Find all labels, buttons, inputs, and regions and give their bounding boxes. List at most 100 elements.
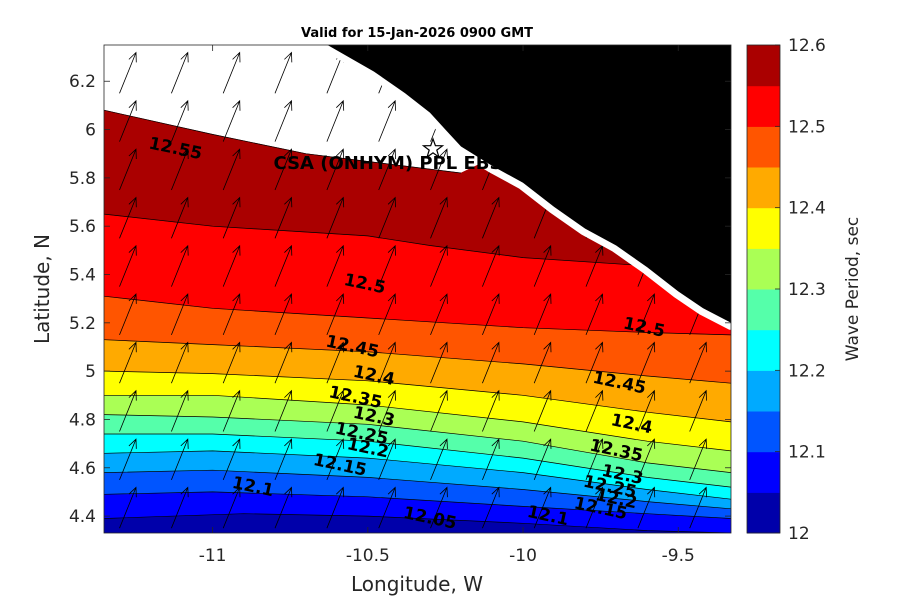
wave-arrow-0 xyxy=(119,486,137,529)
colorbar-tick-label-5: 12.5 xyxy=(788,117,826,137)
contour-line-12.15 xyxy=(104,469,731,510)
colorbar-swatch-11 xyxy=(747,45,780,87)
y-tick-label-3: 5 xyxy=(85,362,96,382)
wave-arrow-109 xyxy=(378,99,396,142)
wave-arrow-105 xyxy=(171,99,189,142)
site-star-icon xyxy=(421,137,445,159)
wave-arrow-32 xyxy=(430,389,448,432)
wave-arrow-55 xyxy=(274,293,293,336)
wave-arrow-1 xyxy=(171,486,189,529)
wave-arrow-15 xyxy=(222,438,241,481)
wave-arrow-62 xyxy=(637,293,656,336)
colorbar-swatch-8 xyxy=(747,167,780,209)
colorbar-tick-label-3: 12.3 xyxy=(788,280,826,300)
y-tick-label-4: 5.2 xyxy=(69,314,96,334)
wave-arrow-54 xyxy=(222,293,241,336)
wave-arrow-18 xyxy=(378,438,396,481)
wave-arrow-10 xyxy=(637,486,656,529)
wave-arrow-16 xyxy=(274,438,293,481)
wave-arrow-72 xyxy=(482,244,500,287)
y-tick-label-7: 5.8 xyxy=(69,169,96,189)
wave-arrow-60 xyxy=(533,293,552,336)
wave-arrow-84 xyxy=(430,196,448,239)
wave-arrow-80 xyxy=(222,196,241,239)
y-tick-label-2: 4.8 xyxy=(69,410,96,430)
y-tick-label-1: 4.6 xyxy=(69,459,96,479)
wave-arrow-2 xyxy=(222,486,241,529)
wave-arrow-119 xyxy=(222,51,241,94)
wave-arrow-79 xyxy=(171,196,189,239)
wave-arrow-11 xyxy=(689,486,707,529)
contour-line-12.2 xyxy=(104,450,731,500)
wave-arrow-140 xyxy=(637,45,639,46)
wave-arrow-14 xyxy=(171,438,189,481)
y-tick-label-8: 6 xyxy=(85,121,96,141)
wave-arrow-70 xyxy=(378,244,396,287)
wave-arrow-4 xyxy=(326,486,345,529)
colorbar-swatch-0 xyxy=(747,492,780,534)
wave-arrow-21 xyxy=(533,438,552,481)
wave-arrow-61 xyxy=(585,293,604,336)
x-tick-label-0: -11 xyxy=(199,546,227,566)
colorbar-swatch-4 xyxy=(747,329,780,371)
x-tick-label-3: -9.5 xyxy=(662,546,695,566)
colorbar-swatch-1 xyxy=(747,451,780,493)
chart-title: Valid for 15-Jan-2026 0900 GMT xyxy=(301,26,533,41)
colorbar-tick-label-1: 12.1 xyxy=(788,443,826,463)
y-tick-label-9: 6.2 xyxy=(69,72,96,92)
wave-arrow-5 xyxy=(378,486,396,529)
wave-arrow-22 xyxy=(585,438,604,481)
x-axis-label: Longitude, W xyxy=(351,572,483,596)
wave-arrow-36 xyxy=(637,389,656,432)
wave-arrow-34 xyxy=(533,389,552,432)
wave-arrow-73 xyxy=(533,244,552,287)
contour-line-12.45 xyxy=(104,339,731,384)
y-axis-label: Latitude, N xyxy=(30,234,54,344)
wave-arrow-108 xyxy=(326,99,345,142)
wave-arrow-93 xyxy=(222,148,241,191)
colorbar-swatch-9 xyxy=(747,126,780,168)
wave-arrow-78 xyxy=(119,196,137,239)
wave-arrow-67 xyxy=(222,244,241,287)
colorbar-tick-label-2: 12.2 xyxy=(788,361,826,381)
wave-arrow-96 xyxy=(378,148,396,191)
y-tick-label-6: 5.6 xyxy=(69,217,96,237)
wave-arrow-133 xyxy=(275,45,276,46)
wave-arrow-53 xyxy=(171,293,189,336)
colorbar-tick-label-0: 12 xyxy=(788,524,810,544)
wave-arrow-50 xyxy=(689,341,707,384)
wave-arrow-92 xyxy=(171,148,189,191)
wave-arrow-26 xyxy=(119,389,137,432)
wave-arrow-57 xyxy=(378,293,396,336)
wave-arrow-138 xyxy=(534,45,535,46)
wave-arrow-3 xyxy=(274,486,293,529)
contour-line-12.5 xyxy=(104,295,731,336)
wave-arrow-58 xyxy=(430,293,448,336)
wave-arrow-95 xyxy=(326,148,345,191)
contour-line-12.05 xyxy=(104,513,731,533)
y-tick-label-0: 4.4 xyxy=(69,507,96,527)
wave-arrow-39 xyxy=(119,341,137,384)
wave-arrow-56 xyxy=(326,293,345,336)
colorbar: 12 12.1 12.2 12.3 12.4 12.5 12.6 xyxy=(746,36,826,544)
wave-arrow-41 xyxy=(222,341,241,384)
contour-line-12.25 xyxy=(104,433,731,488)
wave-arrow-24 xyxy=(689,438,707,481)
wave-arrow-69 xyxy=(326,244,345,287)
wave-arrow-8 xyxy=(533,486,552,529)
wave-arrow-117 xyxy=(119,51,137,94)
wave-arrow-104 xyxy=(119,99,137,142)
wave-arrow-71 xyxy=(430,244,448,287)
wave-arrow-97 xyxy=(430,148,448,191)
wave-arrow-120 xyxy=(274,51,293,94)
wave-arrow-6 xyxy=(430,486,448,529)
wave-arrow-42 xyxy=(274,341,293,384)
contour-line-12.4 xyxy=(104,370,731,423)
wave-arrow-141 xyxy=(689,45,691,46)
wave-arrow-40 xyxy=(171,341,189,384)
wave-arrow-81 xyxy=(274,196,293,239)
x-tick-label-1: -10.5 xyxy=(346,546,390,566)
wave-arrow-83 xyxy=(378,196,396,239)
wave-arrow-37 xyxy=(689,389,707,432)
colorbar-label: Wave Period, sec xyxy=(843,217,863,362)
